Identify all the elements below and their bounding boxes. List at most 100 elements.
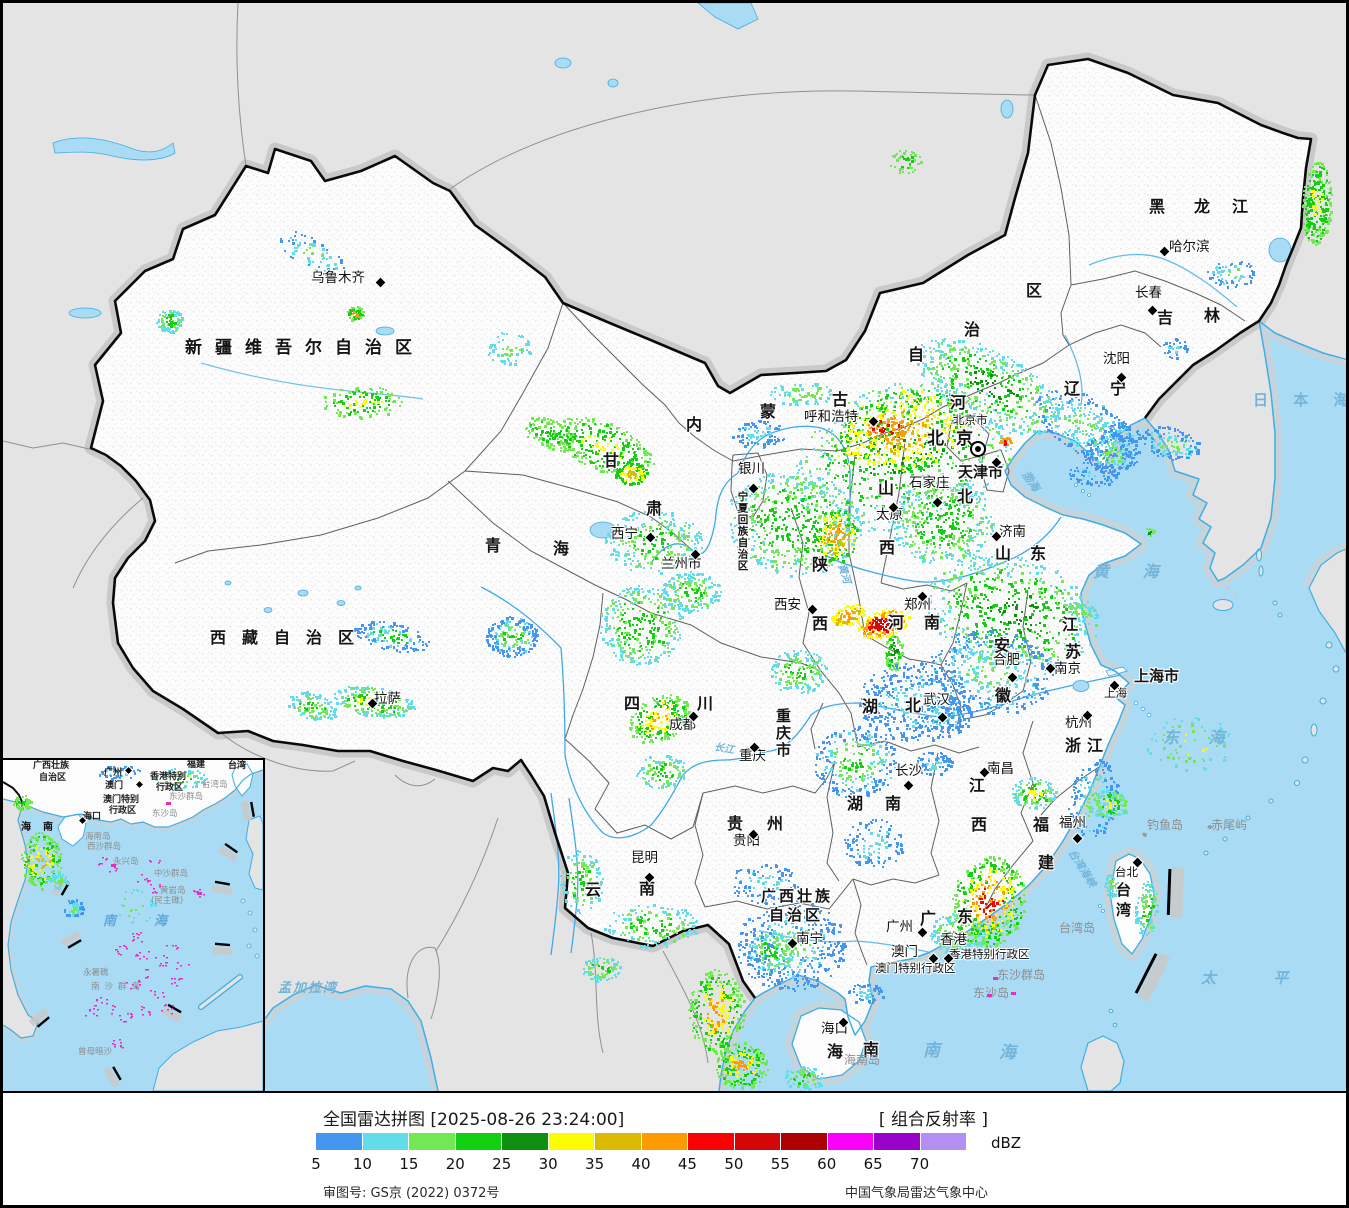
map-label: 台湾岛 — [202, 780, 228, 790]
city-marker — [927, 952, 940, 965]
map-label: 西 — [812, 614, 829, 633]
city-marker — [689, 548, 702, 561]
colorbar-tick: 35 — [585, 1155, 605, 1173]
map-label: 长沙 — [895, 763, 922, 779]
city-marker — [134, 779, 145, 790]
map-label: 海南岛 — [844, 1053, 881, 1067]
map-label: 苏 — [1065, 642, 1082, 661]
map-label: 山 — [878, 479, 895, 498]
agency-credit: 中国气象局雷达气象中心 — [844, 1186, 988, 1201]
map-label: 山 — [995, 544, 1012, 563]
reflectivity-colorbar — [316, 1133, 966, 1150]
map-label: 自治区 — [769, 906, 824, 924]
city-marker — [1006, 671, 1019, 684]
map-label: 黑 — [1149, 197, 1166, 216]
japan-and-islands — [1080, 548, 1346, 1091]
city-marker — [916, 590, 929, 603]
map-label: 陕 — [812, 555, 829, 574]
map-label: 昆明 — [631, 850, 658, 866]
city-marker — [786, 937, 799, 950]
boundary-dash — [217, 842, 239, 863]
colorbar-cell — [827, 1133, 873, 1150]
map-label: 太 平 洋 — [1201, 969, 1346, 987]
colorbar-cell — [920, 1133, 966, 1150]
map-label: 南京 — [1054, 661, 1081, 677]
national-border — [89, 57, 1313, 999]
city-marker — [1146, 304, 1159, 317]
map-label: 东沙岛 — [152, 809, 178, 819]
map-label: 太原 — [876, 507, 903, 523]
island-marker — [111, 864, 116, 867]
colorbar-tick: 60 — [817, 1155, 837, 1173]
map-label: 日 本 海 — [1253, 391, 1346, 409]
boundary-dash — [212, 942, 233, 956]
product-label: [ 组合反射率 ] — [878, 1110, 988, 1130]
city-marker — [1044, 662, 1057, 675]
map-label: 石家庄 — [909, 475, 950, 491]
basemap-svg — [3, 3, 1346, 1091]
colorbar-tick: 65 — [863, 1155, 883, 1173]
capital-marker — [970, 441, 986, 457]
map-label: 澳门 — [891, 944, 918, 960]
map-label: 西安 — [774, 597, 801, 613]
map-label: 东沙岛 — [973, 986, 1010, 1000]
legend-panel: 全国雷达拼图 [2025-08-26 23:24:00] [ 组合反射率 ] d… — [3, 1091, 1346, 1205]
map-label: 钓鱼岛 — [1147, 818, 1184, 832]
map-label: 东 海 — [1163, 728, 1237, 747]
map-label: 济南 — [999, 524, 1026, 540]
map-label: 海 — [21, 822, 31, 833]
boundary-dash — [161, 1003, 183, 1023]
map-label: 行政区 — [156, 783, 184, 793]
map-label: 海 — [154, 914, 168, 929]
map-label: 内 — [686, 415, 703, 434]
map-label: 香港特别行政区 — [949, 947, 1030, 961]
map-label: 黄 海 — [1093, 562, 1173, 581]
map-label: 广西壮族 — [761, 887, 834, 905]
map-label: 西沙群岛 — [87, 842, 122, 852]
city-marker — [1108, 679, 1121, 692]
radar-echo — [64, 766, 141, 917]
city-marker — [936, 711, 949, 724]
city-marker — [1208, 825, 1212, 829]
map-label: 海南岛 — [85, 832, 111, 842]
city-marker — [867, 415, 880, 428]
map-label: 海口 — [83, 812, 102, 822]
map-label: 宁夏回族自治区 — [736, 491, 749, 572]
map-label: 台 — [1116, 881, 1132, 899]
colorbar-tick: 25 — [492, 1155, 512, 1173]
map-label: 南 — [103, 914, 117, 929]
map-label: 吉 — [1157, 308, 1174, 327]
map-label: 广州 — [886, 919, 913, 935]
map-label: 林 — [1204, 306, 1221, 325]
city-marker — [374, 276, 387, 289]
map-label-layer: 内蒙古自治区黑龙江吉林辽宁新疆维吾尔自治区 西藏自治区青海甘肃山西河北山东河南陕西… — [3, 3, 1346, 1091]
map-label: 郑州 — [904, 597, 931, 613]
map-label: 香港特别 — [150, 772, 187, 782]
colorbar-tick: 50 — [724, 1155, 744, 1173]
map-label: 海 — [553, 539, 570, 558]
colorbar-cell — [641, 1133, 687, 1150]
map-label: 重庆 — [739, 748, 766, 764]
map-label: 澳门特别 — [103, 795, 140, 805]
map-label: 合肥 — [993, 652, 1020, 668]
map-label: 南 — [863, 1040, 880, 1059]
map-label: 重庆市 — [774, 708, 792, 759]
map-label: 哈尔滨 — [1169, 239, 1210, 255]
map-label: 东沙群岛 — [997, 968, 1046, 982]
city-marker — [1071, 832, 1084, 845]
map-label: 东 — [957, 907, 974, 926]
city-marker — [916, 926, 929, 939]
city-marker — [887, 501, 900, 514]
map-label: 自治区 — [39, 773, 67, 783]
map-label: 广西壮族 — [33, 761, 70, 771]
city-marker — [643, 871, 656, 884]
map-label: 湖 — [862, 697, 879, 716]
map-label: 澳门 — [105, 781, 124, 791]
map-label: 香港 — [940, 932, 967, 948]
radar-echo-layer — [156, 150, 1333, 1091]
city-marker — [990, 530, 1003, 543]
city-marker — [1081, 709, 1094, 722]
inset-svg — [3, 760, 263, 1091]
map-label: 海 — [999, 1043, 1016, 1063]
